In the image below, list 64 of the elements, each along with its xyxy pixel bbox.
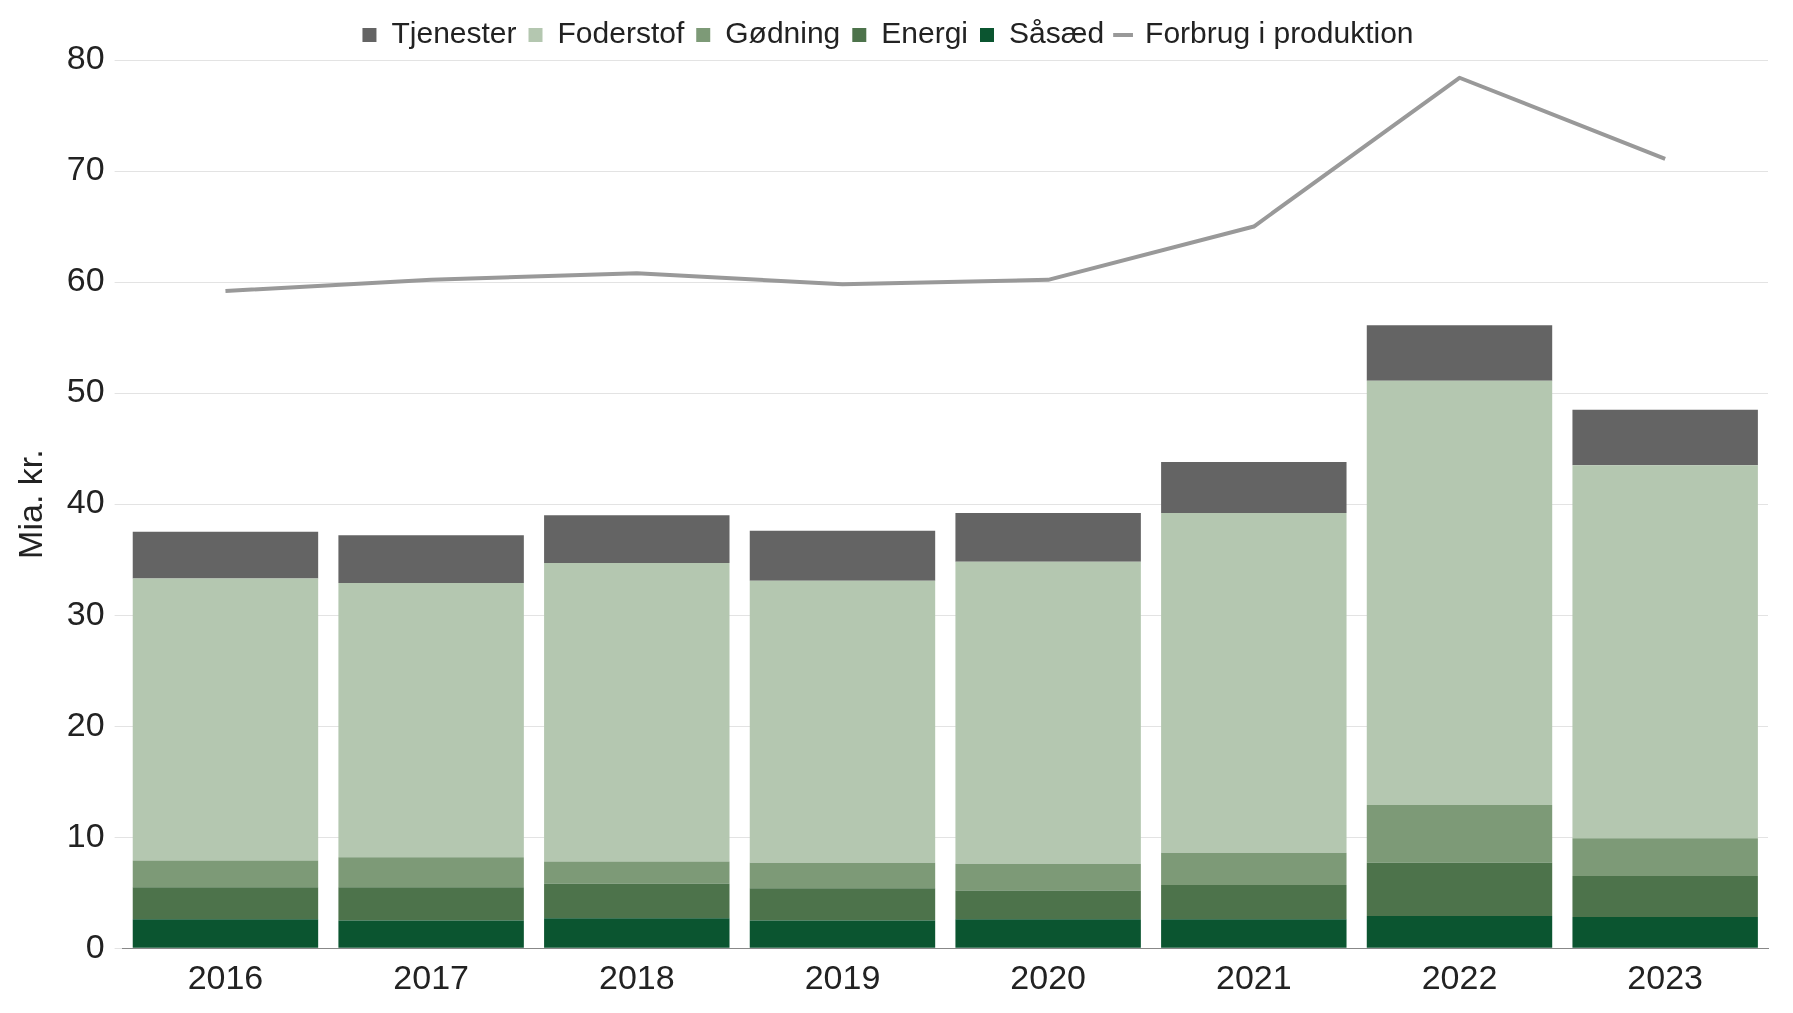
y-tick-label: 20	[66, 704, 105, 743]
bar	[1572, 409, 1758, 466]
y-tick-label: 80	[66, 38, 105, 77]
bar	[544, 861, 730, 884]
bar	[1572, 876, 1758, 918]
bar	[955, 561, 1141, 864]
x-tick-label: 2016	[187, 957, 264, 996]
x-tick-label: 2023	[1627, 957, 1703, 996]
bar	[338, 535, 524, 583]
bar	[544, 562, 730, 862]
bar	[1572, 465, 1758, 839]
bar	[544, 883, 730, 919]
bar	[1572, 917, 1758, 948]
bar	[749, 888, 936, 921]
x-tick-label: 2017	[393, 957, 469, 996]
bar	[1366, 804, 1553, 863]
y-tick-label: 60	[66, 260, 105, 299]
legend-label: Energi	[881, 16, 969, 50]
legend-label: Såsæd	[1009, 16, 1105, 50]
bar	[338, 857, 524, 888]
y-tick-label: 10	[66, 815, 105, 854]
x-tick-label: 2022	[1421, 957, 1498, 996]
bar	[132, 887, 319, 920]
bar	[1366, 380, 1553, 805]
legend-label: Foderstof	[557, 16, 685, 50]
bar	[1366, 325, 1553, 381]
x-tick-label: 2021	[1216, 957, 1292, 996]
bar	[338, 582, 524, 858]
bar	[338, 920, 524, 948]
bar	[1366, 862, 1553, 916]
bar	[544, 918, 730, 948]
y-tick-label: 40	[66, 482, 105, 521]
bar	[749, 920, 936, 948]
bar	[132, 531, 319, 579]
bar	[1161, 919, 1347, 948]
bar	[544, 515, 730, 563]
bar	[749, 580, 936, 863]
bar	[955, 890, 1141, 920]
bar	[1161, 512, 1347, 853]
bar	[132, 578, 319, 861]
legend-label: Forbrug i produktion	[1145, 16, 1414, 50]
y-tick-label: 70	[66, 149, 105, 188]
bar	[749, 862, 936, 889]
legend-label: Tjenester	[391, 16, 517, 50]
bar	[1366, 916, 1553, 948]
y-tick-label: 0	[85, 926, 105, 965]
bar	[1161, 461, 1347, 513]
bar	[132, 860, 319, 888]
bar	[1161, 884, 1347, 920]
bar	[132, 919, 319, 948]
bar	[955, 512, 1141, 562]
y-tick-label: 50	[66, 371, 105, 410]
bar	[955, 919, 1141, 948]
bar	[1161, 852, 1347, 885]
y-axis-title: Mia. kr.	[10, 449, 49, 559]
bar	[1572, 838, 1758, 877]
bar	[749, 530, 936, 581]
legend-label: Gødning	[725, 16, 841, 50]
bar	[955, 863, 1141, 891]
x-tick-label: 2018	[598, 957, 675, 996]
y-tick-label: 30	[66, 593, 105, 632]
x-tick-label: 2019	[804, 957, 881, 996]
x-tick-label: 2020	[1010, 957, 1086, 996]
bar	[338, 887, 524, 921]
